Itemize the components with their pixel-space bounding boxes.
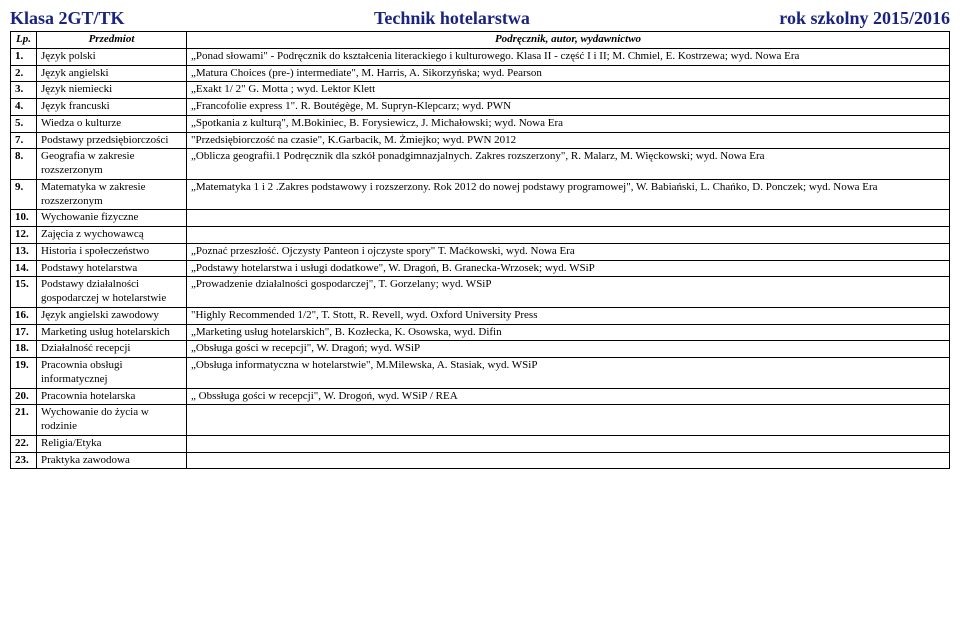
cell-book: "Przedsiębiorczość na czasie", K.Garbaci…: [187, 132, 950, 149]
cell-lp: 17.: [11, 324, 37, 341]
cell-subject: Historia i społeczeństwo: [37, 243, 187, 260]
cell-subject: Zajęcia z wychowawcą: [37, 227, 187, 244]
col-book: Podręcznik, autor, wydawnictwo: [187, 32, 950, 49]
cell-subject: Język polski: [37, 48, 187, 65]
cell-book: [187, 405, 950, 436]
cell-lp: 16.: [11, 307, 37, 324]
table-row: 19.Pracownia obsługi informatycznej„Obsł…: [11, 358, 950, 389]
cell-lp: 4.: [11, 99, 37, 116]
table-row: 12.Zajęcia z wychowawcą: [11, 227, 950, 244]
cell-lp: 7.: [11, 132, 37, 149]
table-row: 5.Wiedza o kulturze„Spotkania z kulturą"…: [11, 115, 950, 132]
cell-subject: Religia/Etyka: [37, 435, 187, 452]
table-row: 13.Historia i społeczeństwo„Poznać przes…: [11, 243, 950, 260]
cell-lp: 19.: [11, 358, 37, 389]
table-header-row: Lp. Przedmiot Podręcznik, autor, wydawni…: [11, 32, 950, 49]
cell-book: „Marketing usług hotelarskich", B. Kozłe…: [187, 324, 950, 341]
table-row: 9.Matematyka w zakresie rozszerzonym„Mat…: [11, 179, 950, 210]
cell-subject: Geografia w zakresie rozszerzonym: [37, 149, 187, 180]
table-row: 16.Język angielski zawodowy"Highly Recom…: [11, 307, 950, 324]
cell-lp: 5.: [11, 115, 37, 132]
table-row: 21.Wychowanie do życia w rodzinie: [11, 405, 950, 436]
cell-subject: Wychowanie do życia w rodzinie: [37, 405, 187, 436]
cell-lp: 15.: [11, 277, 37, 308]
cell-subject: Praktyka zawodowa: [37, 452, 187, 469]
table-row: 4.Język francuski„Francofolie express 1"…: [11, 99, 950, 116]
cell-book: „Podstawy hotelarstwa i usługi dodatkowe…: [187, 260, 950, 277]
cell-book: [187, 210, 950, 227]
textbook-table: Lp. Przedmiot Podręcznik, autor, wydawni…: [10, 31, 950, 469]
cell-book: „Francofolie express 1". R. Boutégège, M…: [187, 99, 950, 116]
cell-book: „Prowadzenie działalności gospodarczej",…: [187, 277, 950, 308]
page-header: Klasa 2GT/TK Technik hotelarstwa rok szk…: [10, 8, 950, 29]
col-subject: Przedmiot: [37, 32, 187, 49]
cell-book: "Highly Recommended 1/2", T. Stott, R. R…: [187, 307, 950, 324]
cell-lp: 18.: [11, 341, 37, 358]
table-row: 18.Działalność recepcji „Obsługa gości w…: [11, 341, 950, 358]
table-row: 23.Praktyka zawodowa: [11, 452, 950, 469]
cell-book: „Spotkania z kulturą", M.Bokiniec, B. Fo…: [187, 115, 950, 132]
cell-book: [187, 435, 950, 452]
cell-lp: 3.: [11, 82, 37, 99]
cell-lp: 13.: [11, 243, 37, 260]
cell-book: [187, 227, 950, 244]
cell-book: „Oblicza geografii.1 Podręcznik dla szkó…: [187, 149, 950, 180]
table-row: 7.Podstawy przedsiębiorczości"Przedsiębi…: [11, 132, 950, 149]
cell-subject: Działalność recepcji: [37, 341, 187, 358]
cell-subject: Język francuski: [37, 99, 187, 116]
cell-book: „Exakt 1/ 2" G. Motta ; wyd. Lektor Klet…: [187, 82, 950, 99]
cell-lp: 21.: [11, 405, 37, 436]
cell-book: „Matematyka 1 i 2 .Zakres podstawowy i r…: [187, 179, 950, 210]
cell-lp: 22.: [11, 435, 37, 452]
cell-lp: 1.: [11, 48, 37, 65]
cell-subject: Pracownia hotelarska: [37, 388, 187, 405]
table-row: 2.Język angielski„Matura Choices (pre-) …: [11, 65, 950, 82]
table-row: 15.Podstawy działalności gospodarczej w …: [11, 277, 950, 308]
table-row: 10.Wychowanie fizyczne: [11, 210, 950, 227]
cell-subject: Język niemiecki: [37, 82, 187, 99]
cell-lp: 14.: [11, 260, 37, 277]
cell-book: „Poznać przeszłość. Ojczysty Panteon i o…: [187, 243, 950, 260]
cell-subject: Wiedza o kulturze: [37, 115, 187, 132]
header-right: rok szkolny 2015/2016: [779, 8, 950, 29]
table-row: 1.Język polski„Ponad słowami" - Podręczn…: [11, 48, 950, 65]
table-row: 20.Pracownia hotelarska„ Obssługa gości …: [11, 388, 950, 405]
cell-book: „Matura Choices (pre-) intermediate", M.…: [187, 65, 950, 82]
table-row: 17.Marketing usług hotelarskich„Marketin…: [11, 324, 950, 341]
cell-subject: Wychowanie fizyczne: [37, 210, 187, 227]
cell-book: „Obsługa gości w recepcji", W. Dragoń; w…: [187, 341, 950, 358]
col-lp: Lp.: [11, 32, 37, 49]
cell-book: „ Obssługa gości w recepcji", W. Drogoń,…: [187, 388, 950, 405]
cell-subject: Podstawy działalności gospodarczej w hot…: [37, 277, 187, 308]
cell-book: „Ponad słowami" - Podręcznik do kształce…: [187, 48, 950, 65]
cell-subject: Pracownia obsługi informatycznej: [37, 358, 187, 389]
table-row: 8.Geografia w zakresie rozszerzonym„Obli…: [11, 149, 950, 180]
cell-lp: 23.: [11, 452, 37, 469]
cell-subject: Matematyka w zakresie rozszerzonym: [37, 179, 187, 210]
cell-lp: 8.: [11, 149, 37, 180]
table-row: 22.Religia/Etyka: [11, 435, 950, 452]
cell-subject: Język angielski: [37, 65, 187, 82]
cell-subject: Podstawy hotelarstwa: [37, 260, 187, 277]
cell-lp: 12.: [11, 227, 37, 244]
cell-lp: 20.: [11, 388, 37, 405]
cell-subject: Marketing usług hotelarskich: [37, 324, 187, 341]
cell-lp: 2.: [11, 65, 37, 82]
cell-subject: Podstawy przedsiębiorczości: [37, 132, 187, 149]
cell-book: [187, 452, 950, 469]
cell-lp: 9.: [11, 179, 37, 210]
cell-lp: 10.: [11, 210, 37, 227]
header-left: Klasa 2GT/TK: [10, 8, 125, 29]
header-center: Technik hotelarstwa: [374, 8, 530, 29]
cell-book: „Obsługa informatyczna w hotelarstwie", …: [187, 358, 950, 389]
table-row: 14.Podstawy hotelarstwa„Podstawy hotelar…: [11, 260, 950, 277]
cell-subject: Język angielski zawodowy: [37, 307, 187, 324]
table-row: 3.Język niemiecki„Exakt 1/ 2" G. Motta ;…: [11, 82, 950, 99]
